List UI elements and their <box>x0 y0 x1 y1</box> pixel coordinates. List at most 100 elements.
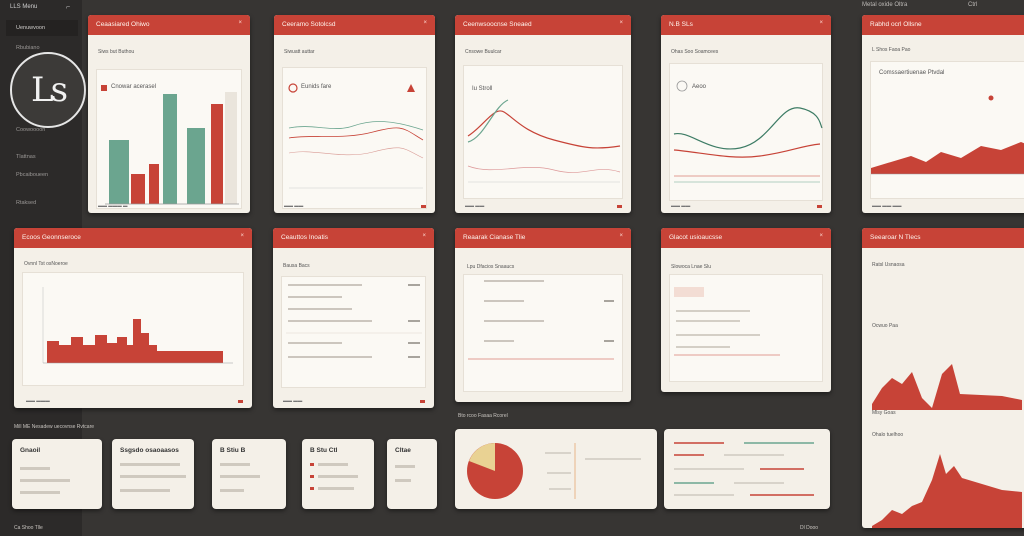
card-subtitle: Ohas Soo Soamcees <box>671 49 719 55</box>
chart-panel: Eunids fare <box>282 67 427 209</box>
chart-panel <box>22 272 244 386</box>
topbar-ctrl[interactable]: Ctrl <box>968 2 978 8</box>
list-rows <box>288 284 372 358</box>
tile-line <box>220 463 250 466</box>
table-panel <box>669 274 823 382</box>
card-footer: ▬▬ ▬▬ <box>284 203 304 208</box>
bar <box>149 164 159 204</box>
close-icon[interactable]: × <box>423 20 427 26</box>
tile-title: B Stu Ctl <box>310 447 338 454</box>
sidebar-toggle-icon[interactable]: ⌐ <box>66 4 71 11</box>
line-chart <box>673 80 823 183</box>
card-subtitle-4: Ohalo tuelhoo <box>872 432 904 438</box>
series-line <box>288 147 424 159</box>
bar-rows <box>674 442 814 496</box>
tile-title: B Stiu B <box>220 447 246 454</box>
close-icon[interactable]: × <box>422 233 426 239</box>
card-subtitle: Ovnnl Tst osNoeroe <box>24 261 68 267</box>
card-footer: ▬▬ ▬▬▬ ▬ <box>98 203 128 208</box>
card-subtitle: Ratsl Usnaosa <box>872 262 905 268</box>
card-footer: ▬▬ ▬▬ <box>465 203 485 208</box>
card-area-chart: Rabhd ocrl Ollsne L Shos Faoa Pao Comssa… <box>862 15 1024 213</box>
tile-line <box>220 489 244 492</box>
bar <box>225 92 237 204</box>
chart-panel: Cnowar acerasel <box>96 69 242 209</box>
card-footer-marker <box>421 205 426 208</box>
bar <box>131 174 145 204</box>
summary-tile[interactable]: Ssgsdo osaoaasos <box>112 439 194 509</box>
tile-line <box>318 475 358 478</box>
legend-icon <box>288 83 298 93</box>
bar-list <box>674 442 814 496</box>
series-line <box>288 121 424 131</box>
bar <box>211 104 223 204</box>
summary-tile[interactable]: Cltae <box>387 439 437 509</box>
card-title: Glacot usioaucsse <box>669 234 723 241</box>
series-line <box>467 165 621 173</box>
series-line <box>288 127 424 141</box>
area-charts <box>872 364 1022 528</box>
pie-chart <box>467 443 641 499</box>
card-header: Ceauttos Inoatis × <box>273 228 434 248</box>
bar-list-tile <box>664 429 830 509</box>
topbar-title: Metal oxide Oltra <box>862 2 908 8</box>
chart-panel: Iu Stroll <box>463 65 623 199</box>
bar <box>187 128 205 204</box>
card-title: Reaarak Cianase Tlie <box>463 234 526 241</box>
summary-tile[interactable]: Gnaoil <box>12 439 102 509</box>
summary-tile[interactable]: B Stu Ctl <box>302 439 374 509</box>
legend-dot <box>988 95 994 101</box>
card-header: Ceaasiared Ohiwo × <box>88 15 250 35</box>
card-title: Seearoar N Tlecs <box>870 234 921 241</box>
tile-line <box>318 487 354 490</box>
sidebar-item-5[interactable]: Pbcaiboueen <box>16 172 49 178</box>
sidebar-item-6[interactable]: Rtaksed <box>16 200 37 206</box>
area-series <box>871 142 1024 174</box>
close-icon[interactable]: × <box>238 20 242 26</box>
close-icon[interactable]: × <box>819 20 823 26</box>
footer-right-label: Dl Dooo <box>800 525 819 531</box>
card-subtitle: Siwuatt auttar <box>284 49 315 55</box>
close-icon[interactable]: × <box>819 233 823 239</box>
sidebar-item-3[interactable]: Coowoooon <box>16 127 46 133</box>
chart-legend: Iu Stroll <box>472 86 493 92</box>
card-title: Rabhd ocrl Ollsne <box>870 21 922 28</box>
close-icon[interactable]: × <box>619 20 623 26</box>
bar-chart <box>101 85 239 205</box>
card-line-chart: Ceeramo Sotolcsd × Siwuatt auttar Eunids … <box>274 15 435 213</box>
tile-line <box>120 489 170 492</box>
area-series <box>872 454 1022 528</box>
close-icon[interactable]: × <box>240 233 244 239</box>
card-subtitle-2: Ocwuo Paa <box>872 323 898 329</box>
list-panel <box>463 274 623 392</box>
tile-line <box>318 463 348 466</box>
card-title: Ceenwsoocnse Sneaed <box>463 21 532 28</box>
chart-panel: Comssaertiuenae Ptvdal <box>870 61 1024 199</box>
sidebar-item-1[interactable]: Uenuwvoon <box>16 25 46 31</box>
card-footer: ▬▬ ▬▬ <box>283 398 303 403</box>
chart-legend: Comssaertiuenae Ptvdal <box>879 70 945 76</box>
card-subtitle: Lpu Dfacios Snaaucs <box>467 264 515 270</box>
summary-tile[interactable]: B Stiu B <box>212 439 286 509</box>
card-histogram: Ecoos Geonnseroce × Ovnnl Tst osNoeroe ▬▬… <box>14 228 252 408</box>
card-footer-marker <box>420 400 425 403</box>
close-icon[interactable]: × <box>619 233 623 239</box>
footer-label: Ca Shoo Tlle <box>14 525 43 531</box>
card-header: Ceeramo Sotolcsd × <box>274 15 435 35</box>
card-area-chart-2: Seearoar N Tlecs Ratsl Usnaosa Ocwuo Paa… <box>862 228 1024 528</box>
card-trend-chart: Ceenwsoocnse Sneaed × Cnsowe Buulcar Iu S… <box>455 15 631 213</box>
tile-title: Ssgsdo osaoaasos <box>120 447 179 454</box>
card-footer-marker <box>238 400 243 403</box>
pie-legend <box>545 452 641 490</box>
card-wave-chart: N.B SLs × Ohas Soo Soamcees Aeoo ▬▬ ▬▬ <box>661 15 831 213</box>
sidebar-item-4[interactable]: Tlattnas <box>16 154 36 160</box>
alert-icon <box>407 84 415 92</box>
card-bar-chart: Ceaasiared Ohiwo × Siws but Buthou Cnowar… <box>88 15 250 213</box>
tile-line <box>20 479 70 482</box>
tile-line <box>20 491 60 494</box>
card-footer: ▬▬ ▬▬ ▬▬ <box>872 203 902 208</box>
pie-slice-minor <box>469 443 495 471</box>
table-rows <box>676 310 760 348</box>
sidebar-item-2[interactable]: Rbubiano <box>16 45 40 51</box>
area-chart <box>871 95 1024 175</box>
